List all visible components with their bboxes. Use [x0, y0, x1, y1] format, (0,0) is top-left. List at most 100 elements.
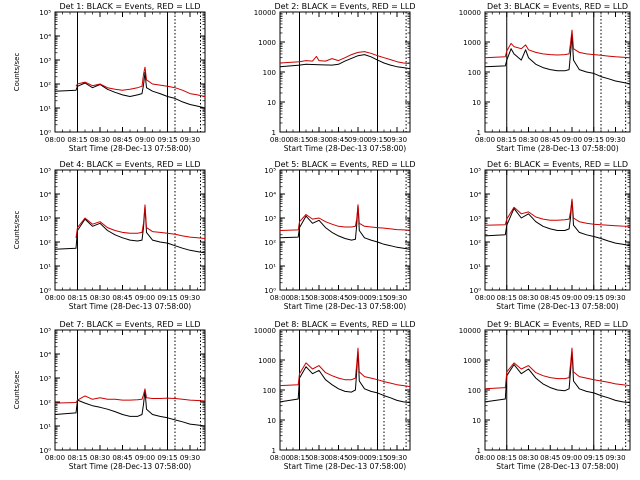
- y-tick-label: 10²: [39, 399, 51, 407]
- x-axis-label: Start Time (28-Dec-13 07:58:00): [496, 462, 618, 471]
- x-axis-label: Start Time (28-Dec-13 07:58:00): [284, 462, 406, 471]
- y-tick-label: 10²: [39, 239, 51, 247]
- x-tick-label: 08:45: [540, 294, 560, 302]
- y-tick-label: 10¹: [39, 423, 51, 431]
- x-tick-label: 08:30: [518, 294, 538, 302]
- y-tick-label: 10¹: [469, 263, 481, 271]
- chart-panel-9: 1 10 100 1000 10000 08:00 08:15 08:30 08:45 09:00…: [459, 320, 631, 471]
- x-tick-label: 09:00: [135, 136, 155, 144]
- chart-panel-2: 1 10 100 1000 10000 08:00 08:15 08:30 08:45 09:00…: [254, 2, 416, 153]
- y-tick-label: 1000: [258, 357, 276, 365]
- x-tick-label: 08:15: [497, 454, 517, 462]
- x-tick-label: 09:00: [135, 454, 155, 462]
- y-tick-label: 10⁴: [39, 191, 51, 199]
- y-tick-label: 10000: [459, 327, 481, 335]
- x-tick-label: 08:00: [475, 294, 495, 302]
- y-tick-label: 10⁰: [39, 129, 51, 137]
- x-tick-label: 08:30: [90, 136, 110, 144]
- x-tick-label: 08:15: [289, 454, 309, 462]
- events-series-line: [484, 198, 631, 247]
- x-axis-label: Start Time (28-Dec-13 07:58:00): [69, 462, 191, 471]
- x-axis-label: Start Time (28-Dec-13 07:58:00): [284, 302, 406, 311]
- x-tick-label: 09:30: [180, 136, 200, 144]
- y-tick-label: 10¹: [39, 105, 51, 113]
- y-tick-label: 100: [468, 387, 481, 395]
- x-tick-label: 08:15: [67, 454, 87, 462]
- x-tick-label: 09:30: [387, 136, 407, 144]
- chart-title: Det 8: BLACK = Events, RED = LLD: [275, 320, 416, 329]
- chart-title: Det 1: BLACK = Events, RED = LLD: [60, 2, 201, 11]
- y-tick-label: 10: [267, 417, 276, 425]
- x-tick-label: 09:15: [157, 454, 177, 462]
- y-tick-label: 100: [468, 69, 481, 77]
- x-tick-label: 09:30: [605, 294, 625, 302]
- x-tick-label: 08:15: [497, 136, 517, 144]
- lld-series-line: [75, 204, 206, 239]
- lld-series-line: [279, 347, 411, 388]
- x-tick-label: 08:00: [270, 136, 290, 144]
- lld-series-line: [279, 51, 411, 65]
- x-tick-label: 08:45: [540, 454, 560, 462]
- events-series-line: [54, 206, 206, 254]
- x-tick-label: 09:00: [135, 294, 155, 302]
- x-axis-label: Start Time (28-Dec-13 07:58:00): [69, 302, 191, 311]
- x-axis-label: Start Time (28-Dec-13 07:58:00): [496, 302, 618, 311]
- y-tick-label: 1: [272, 129, 276, 137]
- x-tick-label: 09:15: [584, 136, 604, 144]
- x-tick-label: 08:00: [475, 454, 495, 462]
- chart-title: Det 5: BLACK = Events, RED = LLD: [275, 160, 416, 169]
- x-tick-label: 08:30: [518, 136, 538, 144]
- lld-series-line: [54, 388, 206, 404]
- y-tick-label: 10¹: [264, 263, 276, 271]
- y-tick-label: 10000: [459, 9, 481, 17]
- y-tick-label: 10³: [264, 215, 276, 223]
- x-tick-label: 08:15: [497, 294, 517, 302]
- x-tick-label: 08:45: [328, 294, 348, 302]
- x-tick-label: 09:30: [387, 294, 407, 302]
- y-tick-label: 10: [267, 99, 276, 107]
- y-tick-label: 10²: [39, 81, 51, 89]
- x-tick-label: 08:15: [67, 136, 87, 144]
- chart-title: Det 6: BLACK = Events, RED = LLD: [487, 160, 628, 169]
- x-tick-label: 08:45: [112, 136, 132, 144]
- x-tick-label: 08:00: [45, 454, 65, 462]
- events-series-line: [54, 72, 206, 109]
- lld-series-line: [484, 347, 631, 390]
- x-tick-label: 09:15: [367, 454, 387, 462]
- lld-series-line: [484, 29, 631, 59]
- x-axis-label: Start Time (28-Dec-13 07:58:00): [69, 144, 191, 153]
- x-tick-label: 09:30: [605, 454, 625, 462]
- y-tick-label: 10⁴: [264, 191, 276, 199]
- x-tick-label: 09:00: [348, 136, 368, 144]
- y-tick-label: 10⁰: [469, 287, 481, 295]
- x-tick-label: 09:15: [367, 136, 387, 144]
- x-tick-label: 09:30: [180, 454, 200, 462]
- y-tick-label: 10³: [39, 215, 51, 223]
- x-tick-label: 08:15: [289, 136, 309, 144]
- x-tick-label: 09:30: [387, 454, 407, 462]
- chart-panel-8: 1 10 100 1000 10000 08:00 08:15 08:30 08:45 09:00…: [254, 320, 416, 471]
- x-tick-label: 09:00: [562, 136, 582, 144]
- y-tick-label: 10³: [39, 375, 51, 383]
- lld-series-line: [75, 66, 206, 97]
- chart-title: Det 4: BLACK = Events, RED = LLD: [60, 160, 201, 169]
- x-tick-label: 09:00: [348, 454, 368, 462]
- chart-title: Det 3: BLACK = Events, RED = LLD: [487, 2, 628, 11]
- y-tick-label: 10³: [469, 215, 481, 223]
- x-tick-label: 09:00: [348, 294, 368, 302]
- y-tick-label: 1: [272, 447, 276, 455]
- y-tick-label: 1: [477, 447, 481, 455]
- x-tick-label: 08:00: [475, 136, 495, 144]
- y-tick-label: 10⁰: [264, 287, 276, 295]
- y-tick-label: 1000: [258, 39, 276, 47]
- x-tick-label: 08:00: [270, 294, 290, 302]
- y-tick-label: 10²: [264, 239, 276, 247]
- y-tick-label: 10000: [254, 327, 276, 335]
- x-tick-label: 08:30: [309, 136, 329, 144]
- events-series-line: [279, 204, 411, 250]
- x-tick-label: 08:15: [67, 294, 87, 302]
- x-axis-label: Start Time (28-Dec-13 07:58:00): [284, 144, 406, 153]
